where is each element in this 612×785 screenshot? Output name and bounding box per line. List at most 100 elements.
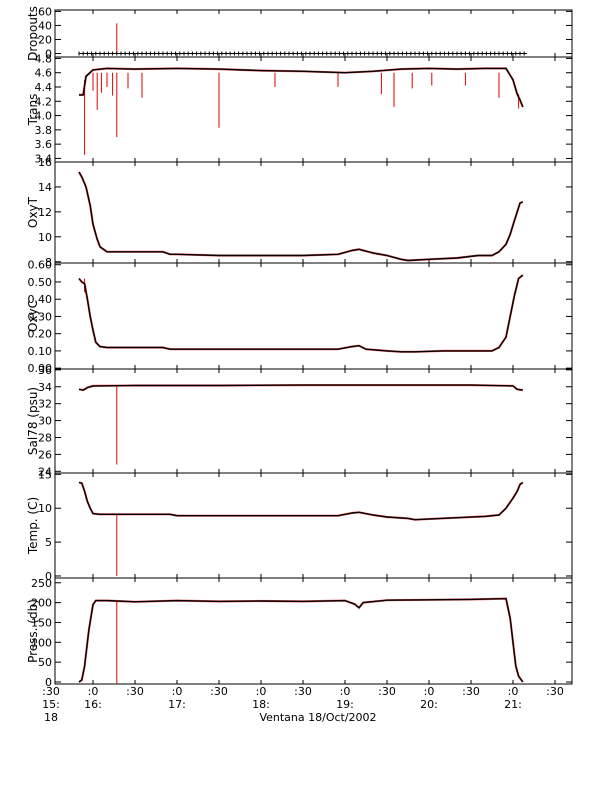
panel-frame	[54, 161, 573, 264]
series-line	[78, 274, 524, 353]
y-tick-label: 4.4	[35, 81, 53, 94]
y-tick-label: 10	[38, 502, 52, 515]
y-tick-label: 0.20	[28, 328, 53, 341]
y-tick-label: 24	[38, 465, 52, 478]
y-axis-label: Temp. (C)	[26, 497, 40, 555]
x-tick-label: 19:	[336, 698, 354, 711]
y-tick-label: 14	[38, 181, 52, 194]
y-tick-label: 4.2	[35, 95, 53, 108]
panel-frame	[54, 577, 573, 685]
x-tick-label: 17:	[168, 698, 186, 711]
plot-area	[79, 67, 524, 155]
series-line	[78, 597, 524, 683]
y-tick-label: 3.8	[35, 124, 53, 137]
y-tick-label: 3.4	[35, 152, 53, 165]
x-tick-label: 18	[44, 711, 58, 724]
y-tick-label: 3.6	[35, 138, 53, 151]
y-tick-label: 150	[31, 616, 52, 629]
raw-trace	[78, 171, 524, 262]
y-axis-label: Press. (db)	[26, 599, 40, 663]
x-tick-label: :0	[256, 685, 267, 698]
y-tick-label: 28	[38, 431, 52, 444]
y-tick-label: 0.00	[28, 362, 53, 375]
panel-trans: 3.43.63.84.0 4.24.44.6 4.8 Trans	[26, 52, 573, 165]
y-tick-label: 20	[38, 33, 52, 46]
y-tick-label: 16	[38, 156, 52, 169]
y-axis-label: Dropouts	[26, 6, 40, 61]
figure-caption: Ventana 18/Oct/2002	[259, 711, 376, 724]
y-tick-label: 15	[38, 468, 52, 481]
x-tick-label: :30	[462, 685, 480, 698]
y-tick-label: 32	[38, 398, 52, 411]
x-tick-label: :30	[126, 685, 144, 698]
series-line	[78, 481, 524, 521]
x-tick-label: :0	[172, 685, 183, 698]
y-tick-label: 100	[31, 636, 52, 649]
x-tick-label: :0	[340, 685, 351, 698]
panels-layer: 0204060Dropouts3.43.63.84.04.24.44.64.8T…	[26, 5, 573, 689]
y-tick-label: 0	[45, 676, 52, 689]
y-tick-label: 30	[38, 415, 52, 428]
series-line	[79, 67, 524, 108]
y-tick-label: 0.50	[28, 276, 53, 289]
y-tick-label: 36	[38, 364, 52, 377]
x-tick-label: :0	[88, 685, 99, 698]
y-axis-label: OxyC	[26, 300, 40, 332]
y-tick-label: 26	[38, 448, 52, 461]
panel-oxyt: 8 10 12 14 16 OxyT	[26, 156, 573, 269]
y-tick-label: 0.10	[28, 345, 53, 358]
x-tick-label: :0	[508, 685, 519, 698]
x-tick-label: 18:	[252, 698, 270, 711]
plot-area	[78, 481, 524, 576]
y-tick-label: 0.60	[28, 259, 53, 272]
y-tick-label: 12	[38, 206, 52, 219]
series-line	[78, 171, 524, 262]
panel-frame	[54, 472, 573, 579]
y-tick-label: 0	[45, 47, 52, 60]
y-axis-label: OxyT	[26, 196, 40, 228]
panel-sal78: 24 26 28 30 32 34 36 Sal78 (psu)	[26, 364, 573, 478]
plot-area	[78, 274, 524, 353]
plot-area	[78, 23, 527, 56]
y-tick-label: 4.6	[35, 67, 53, 80]
y-tick-label: 8	[45, 256, 52, 269]
panel-temp: 0 5 10 15 Temp. (C)	[26, 468, 573, 583]
raw-trace	[78, 597, 524, 683]
time-axis: :3015:18:016::30:017::30:018::30:019::30…	[42, 685, 564, 724]
y-tick-label: 5	[45, 536, 52, 549]
panel-oxyc: 0.00 0.10 0.20 0.30 0.40 0.50 0.60 OxyC	[26, 259, 573, 375]
y-tick-label: 34	[38, 381, 52, 394]
x-tick-label: :30	[294, 685, 312, 698]
x-tick-label: :30	[210, 685, 228, 698]
y-axis-label: Trans	[26, 94, 40, 127]
y-tick-label: 0.40	[28, 293, 53, 306]
y-tick-label: 250	[31, 577, 52, 590]
panel-press: 0 50 100 150 200 250 Press. (db)	[26, 577, 573, 689]
y-tick-label: 50	[38, 656, 52, 669]
x-tick-label: 16:	[84, 698, 102, 711]
y-axis-label: Sal78 (psu)	[26, 387, 40, 455]
x-tick-label: :30	[378, 685, 396, 698]
plot-area	[78, 597, 524, 684]
x-tick-label: :30	[42, 685, 60, 698]
y-tick-label: 0	[45, 570, 52, 583]
plot-area	[78, 384, 523, 465]
x-tick-label: 15:	[42, 698, 60, 711]
raw-trace	[79, 67, 524, 108]
plot-area	[78, 171, 524, 262]
x-tick-label: 20:	[420, 698, 438, 711]
x-tick-label: 21:	[504, 698, 522, 711]
y-tick-label: 200	[31, 597, 52, 610]
y-tick-label: 4.8	[35, 52, 53, 65]
raw-trace	[78, 274, 524, 353]
y-tick-label: 40	[38, 19, 52, 32]
y-tick-label: 60	[38, 5, 52, 18]
panel-frame	[54, 262, 573, 370]
y-tick-label: 10	[38, 231, 52, 244]
panel-frame	[54, 9, 573, 58]
x-tick-label: :0	[424, 685, 435, 698]
series-line	[78, 384, 523, 391]
x-tick-label: :30	[546, 685, 564, 698]
